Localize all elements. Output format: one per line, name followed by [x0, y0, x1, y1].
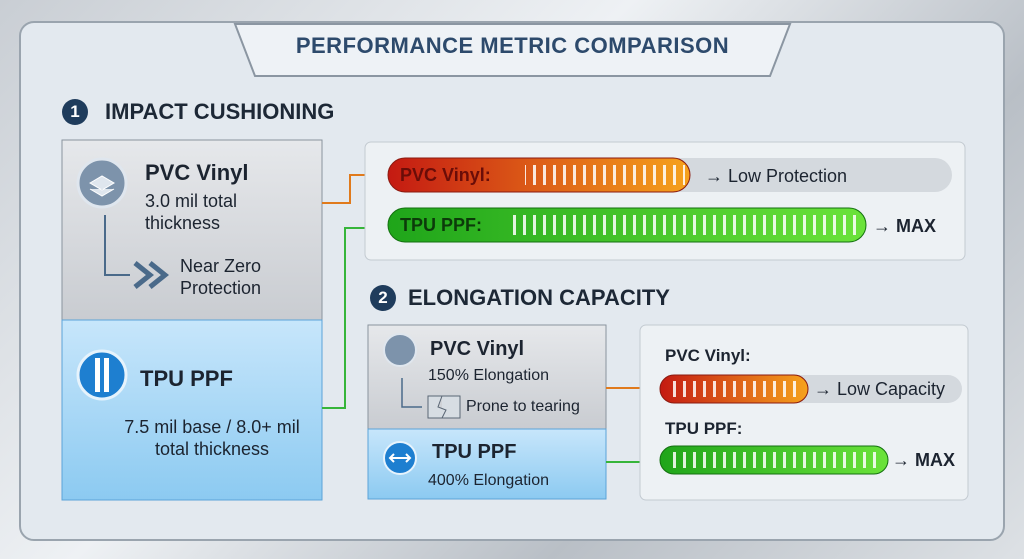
icon-layers [89, 175, 115, 197]
bar-label: PVC Vinyl: [400, 165, 491, 185]
bar-stripes [668, 381, 802, 397]
bar-stripes [510, 215, 860, 235]
chevrons [133, 261, 170, 289]
material-note: Near Zero Protection [180, 256, 262, 298]
bar-label: PVC Vinyl: [665, 346, 751, 365]
icon-bar [95, 358, 100, 392]
material-detail: 7.5 mil base / 8.0+ mil total thickness [124, 417, 300, 459]
step-badge [370, 285, 396, 311]
icon-arrows [388, 453, 412, 463]
tear-icon [427, 395, 461, 419]
material-name: TPU PPF [432, 441, 517, 463]
bar-stripes [525, 165, 685, 185]
elbow-arrow [104, 215, 130, 276]
bar-label: TPU PPF: [400, 215, 483, 235]
bar-label: TPU PPF: [665, 419, 743, 438]
icon [76, 349, 128, 401]
section-title: ELONGATION CAPACITY [408, 285, 670, 310]
icon-bar [104, 358, 109, 392]
step-number: 1 [70, 102, 80, 121]
icon [383, 333, 417, 367]
material-name: TPU PPF [140, 366, 233, 391]
elbow-arrow [401, 378, 422, 408]
page-title: PERFORMANCE METRIC COMPARISON [295, 33, 730, 58]
section-title: IMPACT CUSHIONING [105, 99, 335, 124]
bar-result: → Low Capacity [814, 379, 946, 399]
bar-stripes [668, 452, 882, 468]
material-name: PVC Vinyl [430, 338, 525, 360]
material-note: Prone to tearing [466, 398, 580, 415]
step-number: 2 [378, 288, 388, 307]
material-detail: 3.0 mil total thickness [145, 191, 238, 233]
card [61, 319, 323, 501]
bar-result: → Low Protection [705, 166, 848, 186]
title-tab [233, 23, 792, 77]
bar-result: → MAX [873, 216, 936, 236]
step-badge [62, 99, 88, 125]
material-name: PVC Vinyl [145, 160, 249, 185]
bar-result: → MAX [892, 450, 955, 470]
material-detail: 150% Elongation [428, 367, 549, 384]
material-detail: 400% Elongation [428, 472, 549, 489]
